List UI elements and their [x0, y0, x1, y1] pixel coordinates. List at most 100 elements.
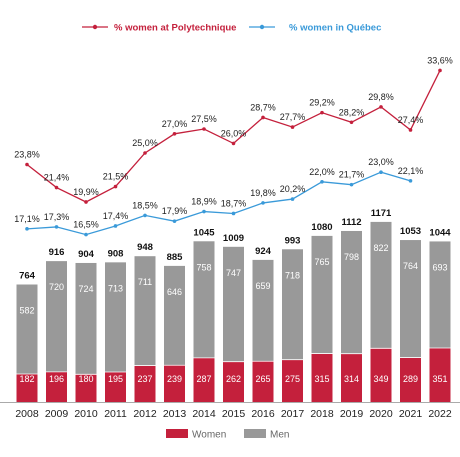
x-tick-2013: 2013 [163, 408, 187, 420]
x-tick-2012: 2012 [133, 408, 157, 420]
bar-men-2015 [223, 246, 244, 362]
bar-women-2021 [400, 357, 421, 402]
lines-layer: 23,8% 21,4%19,9% 21,5% 25,0% 27,0% 27,5% 26,0%… [14, 55, 453, 237]
line-label-quebec-2011: 17,4% [103, 211, 129, 221]
line-point-quebec-2009 [54, 225, 59, 229]
bar-label-women-2017: 275 [285, 374, 300, 384]
bar-label-women-2018: 315 [314, 374, 329, 384]
x-tick-2011: 2011 [104, 408, 127, 420]
line-point-polytechnique-2019 [349, 120, 354, 125]
bar-women-2019 [341, 353, 362, 402]
bar-label-men-2013: 646 [167, 287, 182, 297]
line-label-polytechnique-2008: 23,8% [14, 150, 40, 160]
bar-total-2012: 948 [137, 242, 153, 253]
bar-women-2010 [75, 374, 97, 402]
line-label-quebec-2018: 22,0% [309, 167, 335, 177]
bar-men-2021 [400, 240, 421, 358]
bar-men-2010 [75, 262, 97, 375]
x-tick-2021: 2021 [399, 408, 423, 420]
legend-label-quebec: % women in Québec [289, 23, 381, 34]
line-label-polytechnique-2013: 27,0% [162, 119, 188, 129]
x-tick-2018: 2018 [310, 408, 334, 420]
x-tick-2017: 2017 [281, 408, 305, 420]
bar-label-women-2020: 349 [373, 374, 388, 384]
bar-label-men-2012: 711 [138, 277, 152, 287]
bar-total-2009: 916 [49, 247, 65, 258]
line-point-quebec-2013 [172, 219, 177, 223]
x-tick-2014: 2014 [192, 408, 216, 420]
bar-total-2016: 924 [255, 246, 272, 257]
bar-label-women-2008: 182 [19, 374, 34, 384]
line-label-quebec-2021: 22,1% [398, 166, 424, 176]
line-point-polytechnique-2014 [202, 127, 206, 131]
bar-label-men-2022: 693 [432, 262, 447, 272]
line-point-quebec-2020 [379, 170, 383, 174]
line-label-polytechnique-2009: 21,4% [44, 173, 70, 183]
line-point-polytechnique-2022 [438, 68, 442, 73]
bar-women-2017 [282, 359, 303, 402]
bar-label-men-2011: 713 [108, 283, 123, 293]
line-label-quebec-2016: 19,8% [250, 188, 276, 198]
bar-label-women-2014: 287 [196, 374, 211, 384]
line-label-quebec-2010: 16,5% [73, 220, 99, 230]
line-point-quebec-2015 [231, 211, 236, 216]
bar-label-men-2008: 582 [19, 305, 34, 315]
bar-men-2019 [341, 230, 362, 354]
legend-top: % women at Polytechnique % women in Québ… [82, 23, 381, 34]
bar-men-2016 [252, 259, 274, 362]
line-label-polytechnique-2015: 26,0% [221, 128, 247, 138]
bar-women-2016 [252, 361, 274, 402]
line-point-polytechnique-2017 [290, 125, 295, 129]
legend-item-quebec: % women in Québec [249, 23, 381, 34]
line-label-polytechnique-2012: 25,0% [132, 138, 158, 148]
bar-women-2018 [311, 353, 333, 402]
bar-label-women-2011: 195 [108, 374, 123, 384]
line-label-quebec-2008: 17,1% [14, 214, 40, 224]
bar-total-2014: 1045 [193, 227, 215, 238]
x-tick-2009: 2009 [45, 408, 69, 420]
bar-label-women-2019: 314 [344, 374, 359, 384]
line-point-polytechnique-2009 [54, 185, 59, 190]
line-point-quebec-2021 [408, 179, 413, 183]
bar-label-men-2014: 758 [196, 262, 211, 272]
bar-total-2022: 1044 [429, 227, 451, 238]
bar-total-2010: 904 [78, 249, 95, 260]
line-point-quebec-2012 [143, 213, 147, 218]
bar-men-2012 [134, 256, 156, 366]
legend-bottom: Women Men [166, 429, 289, 441]
legend-swatch-women [166, 429, 188, 438]
bar-women-2008 [16, 374, 38, 402]
line-label-polytechnique-2018: 29,2% [309, 98, 335, 108]
x-tick-2022: 2022 [428, 408, 452, 420]
bar-total-2008: 764 [19, 270, 36, 281]
bar-men-2011 [105, 262, 126, 373]
bar-label-men-2019: 798 [344, 252, 359, 262]
legend-marker-quebec [259, 24, 265, 30]
line-point-quebec-2014 [202, 209, 206, 214]
bar-women-2012 [134, 365, 156, 402]
line-label-polytechnique-2011: 21,5% [103, 172, 129, 182]
bar-total-2015: 1009 [223, 233, 244, 244]
x-tick-2019: 2019 [340, 408, 364, 420]
bar-women-2022 [429, 348, 451, 402]
line-point-polytechnique-2016 [261, 115, 265, 120]
line-label-quebec-2014: 18,9% [191, 197, 217, 207]
line-point-polytechnique-2010 [84, 200, 88, 204]
line-point-polytechnique-2018 [320, 110, 324, 115]
line-label-quebec-2020: 23,0% [368, 157, 394, 167]
bar-men-2022 [429, 241, 451, 349]
bar-label-women-2015: 262 [226, 374, 241, 384]
line-point-quebec-2017 [290, 197, 295, 201]
bar-men-2009 [46, 261, 67, 372]
legend-label-polytechnique: % women at Polytechnique [114, 23, 236, 34]
bar-men-2018 [311, 235, 333, 354]
bar-women-2009 [46, 371, 67, 402]
line-label-polytechnique-2019: 28,2% [339, 107, 365, 117]
legend-label-men: Men [270, 430, 289, 441]
line-point-quebec-2008 [25, 227, 29, 231]
bar-total-2021: 1053 [400, 226, 421, 237]
legend-label-women: Women [192, 430, 226, 441]
x-tick-2015: 2015 [222, 408, 246, 420]
bar-total-2020: 1171 [371, 208, 392, 219]
bar-total-2018: 1080 [311, 222, 332, 233]
